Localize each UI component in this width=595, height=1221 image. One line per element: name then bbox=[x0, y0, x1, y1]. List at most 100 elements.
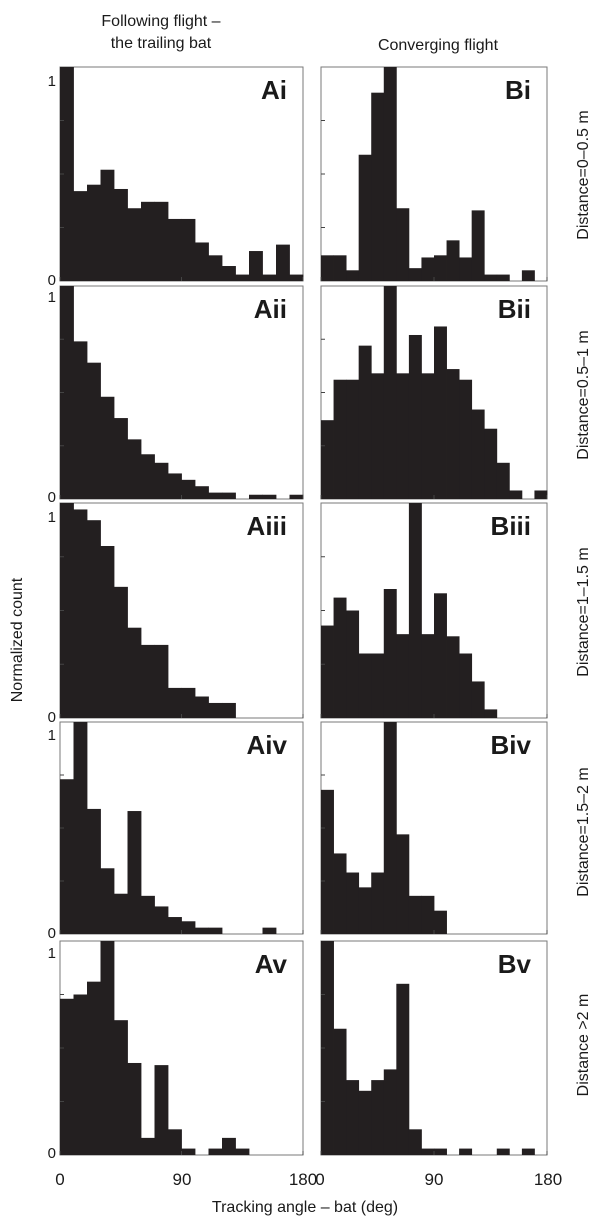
bar-aiv-3 bbox=[100, 868, 115, 934]
x-tick-left-90: 90 bbox=[173, 1170, 192, 1189]
bar-biv-6 bbox=[396, 834, 410, 934]
row-label-0: Distance=0–0.5 m bbox=[575, 110, 592, 239]
bar-bv-1 bbox=[333, 1028, 347, 1155]
bar-bii-11 bbox=[459, 379, 473, 499]
row-label-4: Distance >2 m bbox=[575, 994, 592, 1097]
bar-bv-16 bbox=[521, 1148, 535, 1155]
bar-bii-2 bbox=[346, 379, 360, 499]
bar-ai-16 bbox=[276, 244, 290, 281]
bar-biii-6 bbox=[396, 634, 410, 718]
bar-aiv-1 bbox=[73, 722, 88, 934]
bar-aii-17 bbox=[289, 494, 304, 499]
bar-bv-5 bbox=[383, 1069, 397, 1155]
bar-aii-14 bbox=[249, 494, 263, 499]
bar-bii-1 bbox=[333, 379, 347, 499]
bar-aiv-10 bbox=[195, 927, 209, 934]
bar-av-8 bbox=[168, 1129, 182, 1155]
bar-biv-2 bbox=[346, 872, 360, 934]
bar-bi-13 bbox=[484, 274, 498, 281]
bar-ai-11 bbox=[208, 255, 223, 281]
bar-ai-17 bbox=[289, 274, 304, 281]
bar-ai-9 bbox=[181, 218, 196, 281]
bar-bv-7 bbox=[408, 1129, 422, 1155]
bar-aiv-7 bbox=[154, 906, 169, 934]
bar-bii-10 bbox=[446, 369, 460, 499]
x-axis-label: Tracking angle – bat (deg) bbox=[212, 1199, 398, 1216]
bar-aiii-2 bbox=[87, 520, 101, 718]
bar-biii-5 bbox=[383, 589, 397, 718]
bar-biii-8 bbox=[421, 634, 435, 718]
bar-biii-7 bbox=[408, 503, 422, 718]
bar-aii-3 bbox=[100, 396, 115, 499]
y-tick-0-row3: 0 bbox=[48, 925, 56, 942]
bar-biv-1 bbox=[333, 853, 347, 934]
panel-label-biv: Biv bbox=[491, 730, 532, 760]
bar-biii-3 bbox=[358, 653, 372, 718]
y-tick-1-row1: 1 bbox=[48, 289, 56, 306]
x-tick-right-180: 180 bbox=[534, 1170, 562, 1189]
bar-aii-10 bbox=[195, 486, 209, 499]
x-tick-left-180: 180 bbox=[289, 1170, 317, 1189]
bar-aiv-6 bbox=[141, 895, 155, 934]
bar-bi-5 bbox=[383, 67, 397, 281]
bar-biv-7 bbox=[408, 895, 422, 934]
bar-biii-9 bbox=[434, 593, 447, 718]
panel-label-biii: Biii bbox=[491, 511, 531, 541]
bar-aiv-5 bbox=[127, 811, 142, 934]
panel-label-aii: Aii bbox=[254, 294, 287, 324]
bar-bi-0 bbox=[321, 255, 334, 281]
panel-label-bii: Bii bbox=[498, 294, 531, 324]
bar-biii-10 bbox=[446, 636, 460, 718]
bar-aii-15 bbox=[262, 494, 277, 499]
bar-aiii-12 bbox=[222, 702, 236, 718]
bar-bii-4 bbox=[371, 373, 385, 499]
bar-ai-1 bbox=[73, 191, 88, 281]
bar-bi-8 bbox=[421, 257, 435, 281]
bar-aiii-1 bbox=[73, 509, 88, 718]
bar-aiii-10 bbox=[195, 696, 209, 718]
col-header-converging: Converging flight bbox=[378, 37, 499, 54]
bar-biii-0 bbox=[321, 625, 334, 718]
bar-bi-3 bbox=[358, 154, 372, 281]
bar-av-2 bbox=[87, 981, 101, 1155]
bar-bv-4 bbox=[371, 1080, 385, 1155]
bar-aiv-8 bbox=[168, 917, 182, 934]
bar-ai-14 bbox=[249, 251, 263, 281]
bar-biv-5 bbox=[383, 722, 397, 934]
bar-bi-14 bbox=[496, 274, 510, 281]
bar-ai-5 bbox=[127, 208, 142, 281]
panel-label-bv: Bv bbox=[498, 949, 532, 979]
bar-aii-7 bbox=[154, 462, 169, 499]
x-tick-right-0: 0 bbox=[315, 1170, 324, 1189]
bar-aii-2 bbox=[87, 362, 101, 499]
bar-aiv-2 bbox=[87, 808, 101, 934]
bar-aii-9 bbox=[181, 479, 196, 499]
panel-label-ai: Ai bbox=[261, 75, 287, 105]
y-axis-label: Normalized count bbox=[9, 577, 26, 702]
bar-aiv-0 bbox=[60, 779, 74, 934]
bar-bii-17 bbox=[534, 490, 548, 499]
bar-bi-4 bbox=[371, 92, 385, 282]
bar-bii-9 bbox=[434, 326, 447, 499]
bar-bi-16 bbox=[521, 270, 535, 281]
bar-biv-9 bbox=[434, 910, 447, 934]
bar-biii-2 bbox=[346, 610, 360, 718]
bar-bi-10 bbox=[446, 240, 460, 281]
bar-bi-12 bbox=[471, 210, 485, 281]
bar-aiv-9 bbox=[181, 921, 196, 934]
bar-bii-5 bbox=[383, 286, 397, 499]
bar-biv-4 bbox=[371, 872, 385, 934]
bar-ai-2 bbox=[87, 184, 101, 281]
bar-av-11 bbox=[208, 1148, 223, 1155]
y-tick-1-row0: 1 bbox=[48, 73, 56, 90]
bar-aiii-7 bbox=[154, 644, 169, 718]
bar-av-9 bbox=[181, 1148, 196, 1155]
bar-aiv-11 bbox=[208, 927, 223, 934]
bar-aiii-8 bbox=[168, 687, 182, 718]
y-tick-0-row1: 0 bbox=[48, 489, 56, 506]
bar-aiv-15 bbox=[262, 927, 277, 934]
bar-ai-7 bbox=[154, 201, 169, 281]
bar-biv-8 bbox=[421, 895, 435, 934]
bar-av-4 bbox=[114, 1020, 128, 1155]
